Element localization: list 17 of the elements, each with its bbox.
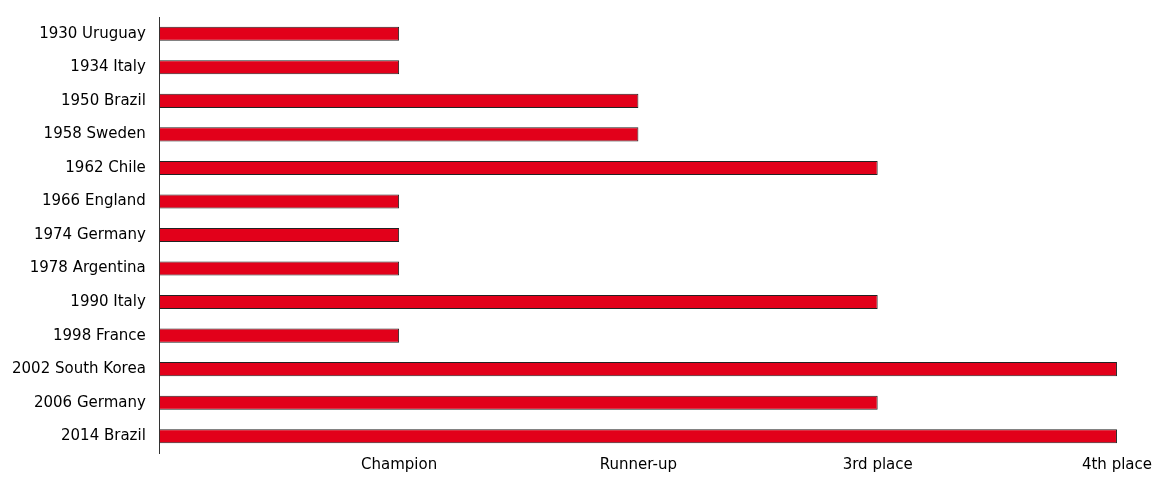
x-tick-label: 4th place: [1081, 454, 1152, 473]
y-tick-label: 1962 Chile: [65, 157, 146, 176]
y-tick-label: 2002 South Korea: [12, 359, 146, 378]
y-tick-label: 1930 Uruguay: [39, 23, 146, 42]
x-tick-label: Runner-up: [599, 454, 677, 473]
y-tick-label: 1998 France: [53, 325, 146, 344]
y-tick-label: 1990 Italy: [70, 291, 146, 310]
y-tick-label: 2014 Brazil: [61, 426, 146, 445]
x-tick-label: Champion: [361, 454, 438, 473]
y-tick-label: 1974 Germany: [33, 224, 146, 243]
y-tick-label: 1950 Brazil: [61, 90, 146, 109]
x-tick-label: 3rd place: [842, 454, 913, 473]
y-tick-label: 1978 Argentina: [29, 258, 146, 277]
y-tick-label: 1934 Italy: [70, 57, 146, 76]
y-tick-label: 1966 England: [41, 191, 146, 210]
y-tick-label: 1958 Sweden: [43, 124, 146, 143]
y-tick-label: 2006 Germany: [33, 392, 146, 411]
